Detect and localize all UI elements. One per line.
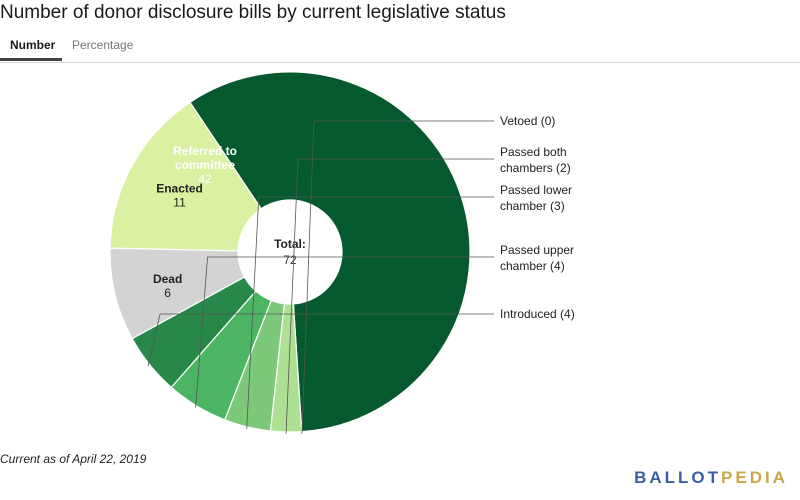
callout-label-passed-lower-chamber: chamber (3) — [500, 199, 565, 213]
callout-label-vetoed: Vetoed (0) — [500, 114, 555, 128]
callout-label-introduced: Introduced (4) — [500, 307, 575, 321]
pie-slice-enacted — [109, 101, 262, 252]
slice-value-enacted: 11 — [173, 195, 186, 209]
slice-label-dead: Dead — [153, 272, 182, 286]
callout-label-passed-both-chambers: chambers (2) — [500, 161, 571, 175]
logo-part-pedia: PEDIA — [721, 468, 788, 487]
leader-line-passed-upper-chamber — [195, 256, 494, 408]
slice-label-enacted: Enacted — [156, 181, 203, 195]
callout-label-passed-upper-chamber: chamber (4) — [500, 259, 565, 273]
slice-value-referred-to-committee: 42 — [198, 172, 212, 186]
slice-label-referred-to-committee: Referred to — [173, 144, 237, 158]
leader-line-introduced — [147, 313, 494, 367]
center-total-label: Total: — [274, 237, 306, 251]
leader-line-passed-both-chambers — [285, 158, 494, 434]
slice-value-dead: 6 — [164, 286, 171, 300]
slice-label-referred-to-committee: committee — [175, 158, 235, 172]
callout-label-passed-lower-chamber: Passed lower — [500, 183, 572, 197]
callout-label-passed-both-chambers: Passed both — [500, 145, 567, 159]
logo-part-ballot: BALLOT — [634, 468, 722, 487]
tab-percentage[interactable]: Percentage — [72, 38, 134, 52]
ballotpedia-logo: BALLOTPEDIA — [634, 468, 788, 488]
center-total-value: 72 — [283, 253, 297, 267]
pie-slice-referred-to-committee — [189, 71, 471, 433]
tab-bar: Number Percentage — [0, 36, 800, 63]
chart-title: Number of donor disclosure bills by curr… — [0, 2, 506, 23]
tab-number[interactable]: Number — [0, 38, 62, 61]
leader-line-passed-lower-chamber — [246, 196, 494, 429]
leader-line-vetoed — [301, 120, 494, 434]
footnote: Current as of April 22, 2019 — [0, 452, 147, 466]
callout-label-passed-upper-chamber: Passed upper — [500, 243, 574, 257]
